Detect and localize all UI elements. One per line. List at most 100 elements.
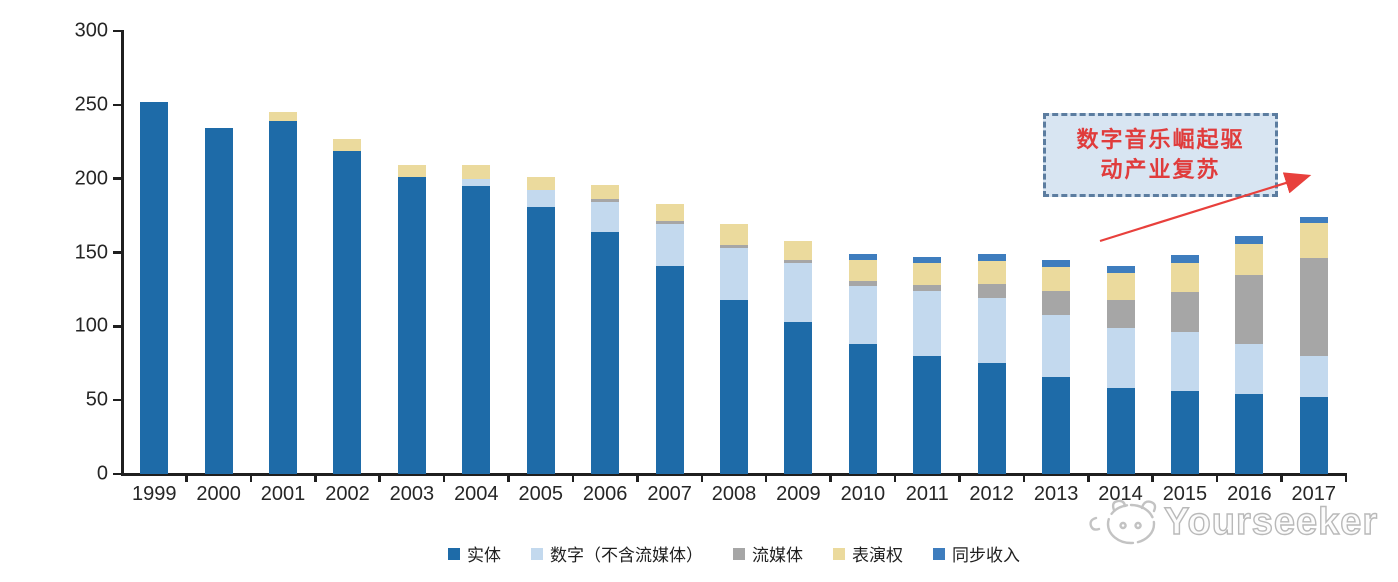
legend-item: 实体 xyxy=(448,541,501,566)
x-axis-tick xyxy=(700,474,704,482)
bar-segment xyxy=(333,138,362,151)
bar-segment xyxy=(591,199,620,203)
y-axis-tick xyxy=(113,325,121,328)
bar-segment xyxy=(1042,290,1071,315)
legend-item: 表演权 xyxy=(833,541,903,566)
bar-segment xyxy=(977,283,1006,299)
y-tick-label: 50 xyxy=(85,388,108,411)
y-tick-label: 100 xyxy=(74,314,108,337)
legend-label: 数字（不含流媒体） xyxy=(550,546,703,566)
y-axis-line xyxy=(121,30,124,476)
legend-label: 流媒体 xyxy=(752,546,803,566)
x-tick-label: 2004 xyxy=(454,483,499,505)
legend-swatch-icon xyxy=(833,547,845,560)
bar-segment xyxy=(848,286,877,345)
legend-label: 表演权 xyxy=(852,546,903,566)
x-axis-tick xyxy=(893,474,897,482)
y-tick-label: 0 xyxy=(96,462,108,485)
bar-segment xyxy=(397,165,426,178)
bar-segment xyxy=(720,245,748,249)
bar-segment xyxy=(784,262,813,322)
y-axis-tick xyxy=(113,472,121,476)
x-tick-label: 2015 xyxy=(1162,483,1208,505)
y-axis-tick xyxy=(113,177,121,180)
y-tick-label: 200 xyxy=(74,167,108,190)
bar-segment xyxy=(591,202,620,232)
legend-swatch-icon xyxy=(733,547,745,560)
x-tick-label: 2010 xyxy=(840,483,886,505)
bar-segment xyxy=(1106,388,1135,474)
bar-segment xyxy=(655,224,684,266)
bar-segment xyxy=(913,256,942,263)
bar-segment xyxy=(1106,299,1135,328)
bar-segment xyxy=(848,280,877,287)
bar-segment xyxy=(655,265,684,474)
bar-segment xyxy=(977,253,1006,262)
bar-segment xyxy=(1235,344,1264,395)
bar-segment xyxy=(1106,273,1135,300)
bar-segment xyxy=(1170,292,1199,333)
bar-segment xyxy=(462,178,491,187)
x-axis-tick xyxy=(378,474,381,482)
bar-segment xyxy=(526,177,555,191)
x-axis-tick xyxy=(1280,474,1283,482)
x-axis-tick xyxy=(1215,474,1219,482)
bar-segment xyxy=(204,128,233,474)
y-tick-label: 150 xyxy=(74,241,108,263)
x-tick-label: 2008 xyxy=(711,483,757,505)
y-axis-tick xyxy=(113,251,121,254)
bar-segment xyxy=(913,290,942,356)
bar-segment xyxy=(913,355,942,474)
bar-segment xyxy=(1299,222,1328,259)
bar-segment xyxy=(977,261,1006,284)
bar-segment xyxy=(848,253,877,260)
x-tick-label: 2011 xyxy=(905,483,949,505)
x-tick-label: 2002 xyxy=(325,483,370,505)
bar-segment xyxy=(720,248,748,300)
x-axis-tick xyxy=(314,474,317,482)
bar-segment xyxy=(140,101,169,474)
bar-segment xyxy=(784,259,813,263)
legend-item: 数字（不含流媒体） xyxy=(531,541,703,566)
legend-label: 实体 xyxy=(467,546,501,566)
x-axis-tick xyxy=(507,474,510,482)
x-axis-tick xyxy=(1344,474,1348,482)
bar-segment xyxy=(848,344,877,474)
legend-label: 同步收入 xyxy=(952,546,1020,566)
bar-segment xyxy=(1042,376,1071,474)
bar-segment xyxy=(1170,255,1199,263)
bar-segment xyxy=(977,363,1006,474)
legend-item: 同步收入 xyxy=(933,541,1020,566)
bar-segment xyxy=(1106,265,1135,274)
y-axis-tick xyxy=(113,29,121,33)
bar-segment xyxy=(526,190,555,207)
bar-segment xyxy=(784,321,813,474)
x-axis-tick xyxy=(185,474,188,482)
bar-segment xyxy=(591,231,620,474)
bar-segment xyxy=(1235,394,1264,474)
x-tick-label: 2012 xyxy=(969,483,1014,505)
bar-segment xyxy=(655,203,684,222)
bar-segment xyxy=(1235,243,1264,275)
x-tick-label: 2009 xyxy=(776,483,821,505)
legend-swatch-icon xyxy=(448,547,460,560)
y-tick-label: 300 xyxy=(74,19,108,42)
bar-segment xyxy=(913,262,942,285)
x-tick-label: 2005 xyxy=(518,483,563,505)
x-axis-tick xyxy=(1022,474,1026,482)
bar-segment xyxy=(720,299,748,474)
x-axis-tick xyxy=(442,474,446,482)
x-axis-tick xyxy=(571,474,575,482)
x-axis-tick xyxy=(829,474,832,482)
bar-segment xyxy=(1042,259,1071,268)
x-tick-label: 2014 xyxy=(1098,483,1143,505)
x-axis-tick xyxy=(764,474,768,482)
bar-segment xyxy=(1170,332,1199,392)
bar-segment xyxy=(1106,327,1135,389)
bar-segment xyxy=(462,165,491,179)
bar-segment xyxy=(1042,267,1071,291)
bar-segment xyxy=(1299,217,1328,223)
bar-segment xyxy=(1299,258,1328,356)
annotation-line2: 动产业复苏 xyxy=(1100,157,1221,183)
